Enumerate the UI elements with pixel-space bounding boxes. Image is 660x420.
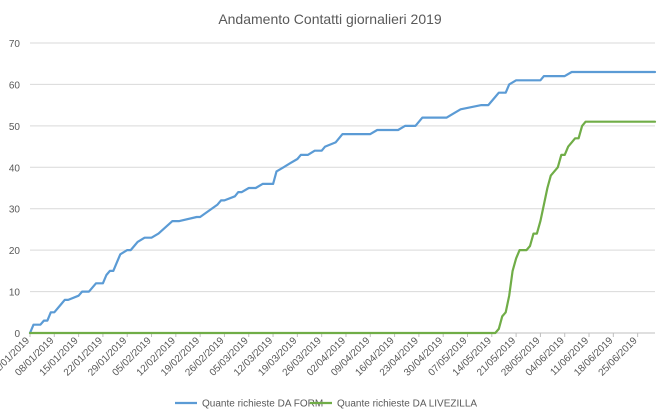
y-tick-label: 70 xyxy=(9,39,21,50)
legend: Quante richieste DA FORM Quante richieste… xyxy=(175,399,477,410)
y-tick-label: 0 xyxy=(14,329,20,340)
y-tick-label: 20 xyxy=(9,246,21,257)
y-tick-label: 10 xyxy=(9,288,21,299)
y-tick-label: 30 xyxy=(9,205,21,216)
y-tick-label: 50 xyxy=(9,122,21,133)
legend-label: Quante richieste DA LIVEZILLA xyxy=(337,399,477,410)
x-axis: 01/01/201908/01/201915/01/201922/01/2019… xyxy=(0,332,655,379)
chart-title: Andamento Contatti giornalieri 2019 xyxy=(218,11,442,27)
series-lines xyxy=(28,70,657,335)
gridlines xyxy=(30,42,655,334)
series-line-1 xyxy=(28,70,657,335)
y-axis: 0 10 20 30 40 50 60 70 xyxy=(9,39,21,340)
y-tick-label: 40 xyxy=(9,163,21,174)
y-tick-label: 60 xyxy=(9,80,21,91)
series-line-2 xyxy=(28,120,657,335)
legend-label: Quante richieste DA FORM xyxy=(202,399,323,410)
